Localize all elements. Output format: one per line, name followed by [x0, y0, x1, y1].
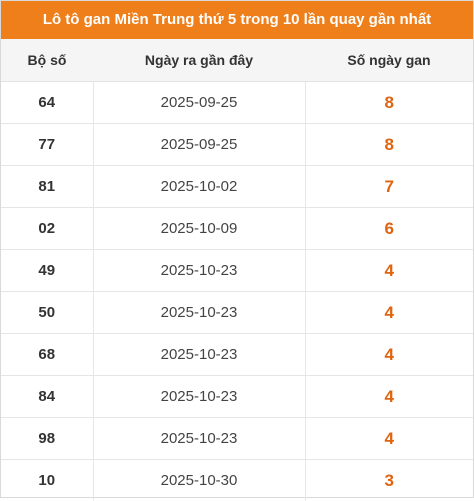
cell-gan-days: 8 [305, 82, 473, 124]
table-row: 68 2025-10-23 4 [1, 334, 473, 376]
lo-gan-table: Bộ số Ngày ra gần đây Số ngày gan 64 202… [1, 39, 473, 501]
table-row: 81 2025-10-02 7 [1, 166, 473, 208]
table-row: 64 2025-09-25 8 [1, 82, 473, 124]
table-row: 50 2025-10-23 4 [1, 292, 473, 334]
cell-date: 2025-09-25 [93, 82, 305, 124]
cell-gan-days: 4 [305, 250, 473, 292]
cell-date: 2025-10-23 [93, 292, 305, 334]
cell-date: 2025-10-02 [93, 166, 305, 208]
table-row: 84 2025-10-23 4 [1, 376, 473, 418]
column-header-ngay-ra: Ngày ra gần đây [93, 39, 305, 82]
cell-gan-days: 8 [305, 124, 473, 166]
cell-number: 10 [1, 460, 93, 501]
cell-gan-days: 3 [305, 460, 473, 501]
cell-date: 2025-10-23 [93, 250, 305, 292]
cell-gan-days: 4 [305, 418, 473, 460]
cell-gan-days: 6 [305, 208, 473, 250]
table-header-row: Bộ số Ngày ra gần đây Số ngày gan [1, 39, 473, 82]
table-row: 02 2025-10-09 6 [1, 208, 473, 250]
column-header-bo-so: Bộ số [1, 39, 93, 82]
cell-gan-days: 7 [305, 166, 473, 208]
cell-number: 98 [1, 418, 93, 460]
cell-gan-days: 4 [305, 292, 473, 334]
cell-date: 2025-09-25 [93, 124, 305, 166]
widget-title: Lô tô gan Miền Trung thứ 5 trong 10 lần … [1, 1, 473, 39]
table-row: 10 2025-10-30 3 [1, 460, 473, 501]
cell-number: 49 [1, 250, 93, 292]
column-header-so-ngay-gan: Số ngày gan [305, 39, 473, 82]
table-row: 98 2025-10-23 4 [1, 418, 473, 460]
cell-number: 84 [1, 376, 93, 418]
cell-number: 77 [1, 124, 93, 166]
cell-gan-days: 4 [305, 334, 473, 376]
cell-number: 02 [1, 208, 93, 250]
cell-date: 2025-10-23 [93, 418, 305, 460]
table-row: 77 2025-09-25 8 [1, 124, 473, 166]
cell-number: 64 [1, 82, 93, 124]
cell-date: 2025-10-30 [93, 460, 305, 501]
cell-gan-days: 4 [305, 376, 473, 418]
cell-number: 50 [1, 292, 93, 334]
cell-number: 68 [1, 334, 93, 376]
cell-date: 2025-10-23 [93, 376, 305, 418]
table-row: 49 2025-10-23 4 [1, 250, 473, 292]
cell-number: 81 [1, 166, 93, 208]
cell-date: 2025-10-23 [93, 334, 305, 376]
cell-date: 2025-10-09 [93, 208, 305, 250]
